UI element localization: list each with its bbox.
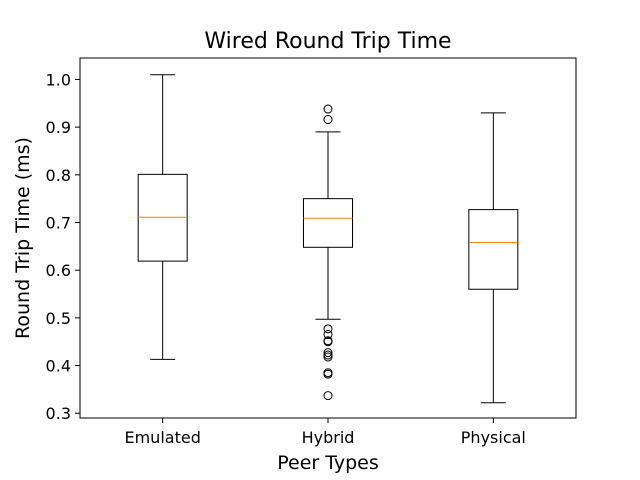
y-tick-label: 1.0 — [46, 70, 71, 89]
y-tick-label: 0.8 — [46, 166, 71, 185]
y-tick-label: 0.3 — [46, 404, 71, 423]
x-tick-label: Hybrid — [302, 428, 355, 447]
box-group-physical — [468, 112, 519, 404]
outlier-point — [323, 104, 333, 114]
outlier-point — [323, 337, 333, 347]
x-tick-label: Emulated — [124, 428, 200, 447]
outlier-point — [323, 391, 333, 401]
box — [303, 198, 353, 248]
x-axis: Emulated Hybrid Physical — [124, 418, 526, 447]
plot-frame — [79, 57, 577, 419]
outlier-point — [323, 115, 333, 125]
outlier-point — [323, 330, 333, 340]
y-tick-label: 0.5 — [46, 309, 71, 328]
outlier-point — [323, 348, 333, 358]
x-tick-label: Physical — [461, 428, 526, 447]
chart-title: Wired Round Trip Time — [204, 29, 451, 54]
y-axis-label: Round Trip Time (ms) — [12, 137, 34, 339]
y-tick-label: 0.6 — [46, 261, 71, 280]
box-group-emulated — [137, 74, 188, 360]
y-tick-label: 0.4 — [46, 357, 71, 376]
y-axis: 0.3 0.4 0.5 0.6 0.7 0.8 0.9 1.0 — [46, 70, 80, 423]
outlier-point — [323, 352, 333, 362]
box — [468, 209, 519, 290]
outlier-point — [323, 324, 333, 334]
plot-marks — [137, 74, 519, 404]
y-tick-label: 0.9 — [46, 118, 71, 137]
outlier-point — [323, 369, 333, 379]
y-tick-label: 0.7 — [46, 214, 71, 233]
box-group-hybrid — [303, 104, 353, 401]
x-axis-label: Peer Types — [277, 452, 379, 474]
